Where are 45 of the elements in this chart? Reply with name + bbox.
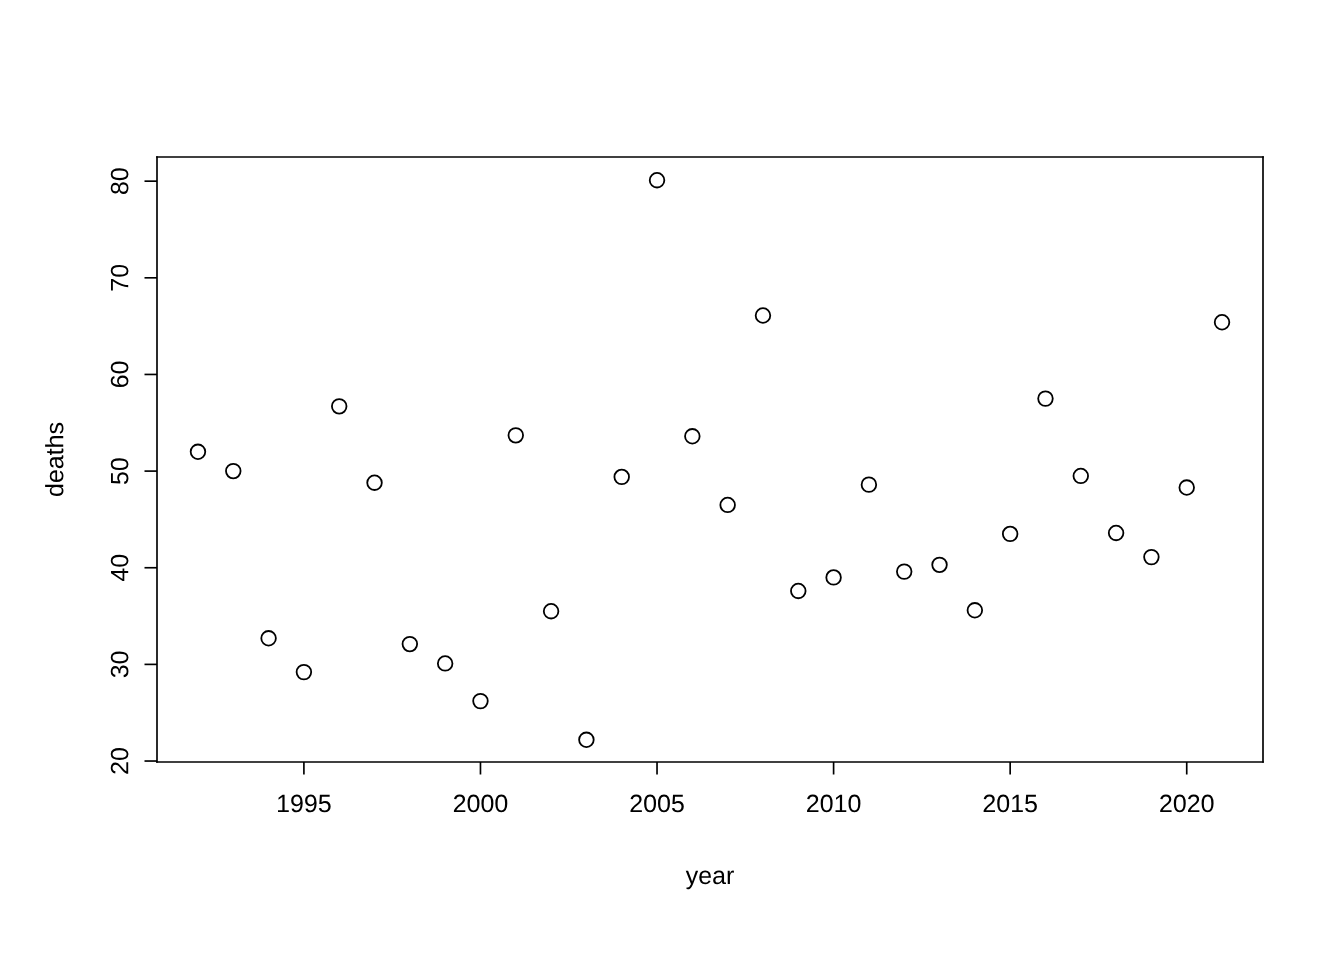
y-axis-title: deaths <box>45 422 64 496</box>
point <box>295 663 313 681</box>
point <box>331 398 348 415</box>
point <box>1037 390 1054 407</box>
x-tick-label: 2005 <box>630 794 684 813</box>
point <box>825 569 842 586</box>
point <box>366 474 383 491</box>
x-tick-label: 2010 <box>807 794 861 813</box>
y-tick-label: 30 <box>110 651 129 678</box>
point <box>684 428 701 445</box>
point <box>966 602 984 619</box>
point <box>401 635 419 653</box>
point <box>507 427 524 444</box>
point <box>1107 524 1125 542</box>
y-tick-label: 20 <box>110 748 129 774</box>
point <box>225 462 242 480</box>
x-tick-label: 1995 <box>278 794 331 813</box>
point <box>260 630 277 647</box>
point <box>613 468 630 486</box>
point <box>790 582 807 600</box>
x-axis-title: year <box>685 870 734 890</box>
point <box>1178 479 1195 496</box>
point <box>648 171 666 189</box>
y-tick-label: 40 <box>110 554 129 582</box>
point <box>472 692 489 710</box>
point <box>1143 548 1160 566</box>
point <box>719 496 736 514</box>
point <box>1072 467 1089 485</box>
x-tick-label: 2015 <box>983 794 1037 813</box>
point <box>1001 525 1019 543</box>
point <box>931 556 948 574</box>
x-tick-label: 2020 <box>1160 794 1214 813</box>
y-tick-label: 50 <box>110 458 129 484</box>
y-tick-label: 80 <box>110 168 129 194</box>
point <box>754 307 772 324</box>
point <box>542 603 560 620</box>
point <box>896 563 913 580</box>
point <box>578 731 595 748</box>
point <box>436 655 454 672</box>
x-tick-label: 2000 <box>453 794 508 813</box>
point <box>1213 314 1231 331</box>
y-tick-label: 70 <box>110 264 129 291</box>
point <box>189 443 207 460</box>
y-tick-label: 60 <box>110 361 129 388</box>
point <box>860 476 878 493</box>
